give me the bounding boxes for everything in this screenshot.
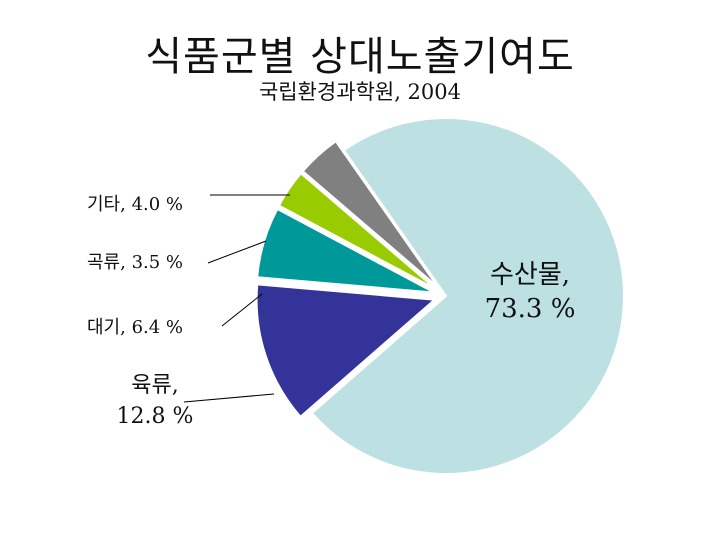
slice-label-4: 곡류, 3.5 % xyxy=(87,252,183,273)
pie-slice-4 xyxy=(277,171,437,291)
slice-label-line: 73.3 % xyxy=(485,294,576,324)
slice-label-line: 육류, xyxy=(131,373,178,398)
slice-label-2: 육류, 12.8 % xyxy=(117,373,194,429)
slice-label-line: 12.8 % xyxy=(117,404,194,429)
chart-title: 식품군별 상대노출기여도 xyxy=(145,34,575,80)
slice-label-5: 기타, 4.0 % xyxy=(87,194,183,215)
slice-label-line: 기타, 4.0 % xyxy=(87,194,183,215)
pie-slice-2 xyxy=(255,283,438,419)
slice-label-line: 곡류, 3.5 % xyxy=(87,252,183,273)
pie-slice-1 xyxy=(310,117,625,475)
leader-line-4 xyxy=(207,240,267,264)
slice-label-3: 대기, 6.4 % xyxy=(87,317,183,338)
slice-label-line: 수산물, xyxy=(490,260,570,290)
slice-label-line: 대기, 6.4 % xyxy=(87,317,183,338)
leader-line-2 xyxy=(183,393,275,403)
chart-subtitle: 국립환경과학원, 2004 xyxy=(258,80,462,104)
pie-slice-5 xyxy=(301,139,439,288)
leader-line-3 xyxy=(221,293,263,327)
slice-label-1: 수산물, 73.3 % xyxy=(485,260,576,324)
